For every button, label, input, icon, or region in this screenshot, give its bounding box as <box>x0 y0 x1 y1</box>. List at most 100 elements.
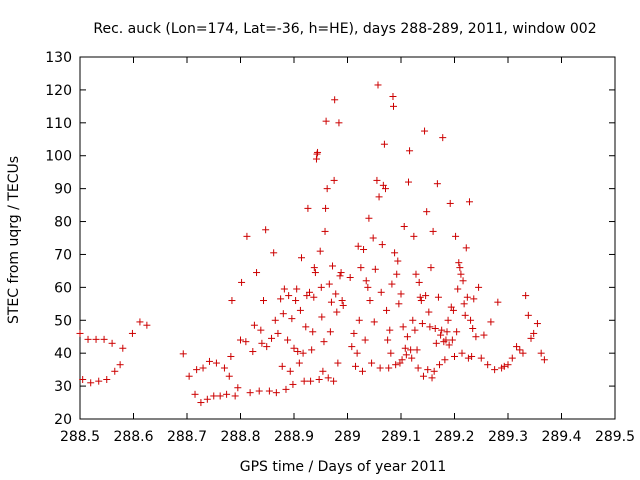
data-point <box>286 367 294 375</box>
data-point <box>227 352 235 360</box>
data-point <box>397 290 405 298</box>
data-point <box>262 226 270 234</box>
data-point <box>334 359 342 367</box>
data-point <box>330 176 338 184</box>
data-point <box>419 372 427 380</box>
data-point <box>302 323 310 331</box>
data-point <box>272 389 280 397</box>
data-point <box>494 298 502 306</box>
data-point <box>358 367 366 375</box>
plot-frame <box>79 56 616 420</box>
x-tick-label: 288.9 <box>274 429 314 445</box>
data-point <box>220 364 228 372</box>
data-point <box>383 306 391 314</box>
data-point <box>116 361 124 369</box>
data-point <box>391 249 399 257</box>
data-point <box>338 297 346 305</box>
data-point <box>100 335 108 343</box>
data-point <box>285 292 293 300</box>
data-point <box>268 334 276 342</box>
data-point <box>365 214 373 222</box>
data-point <box>108 339 116 347</box>
data-point <box>426 323 434 331</box>
data-point <box>530 329 538 337</box>
data-point <box>263 343 271 351</box>
data-point <box>462 244 470 252</box>
data-point <box>179 350 187 358</box>
data-point <box>389 92 397 100</box>
data-point <box>288 315 296 323</box>
data-point <box>216 392 224 400</box>
data-point <box>316 247 324 255</box>
data-point <box>318 313 326 321</box>
data-point <box>339 301 347 309</box>
data-point <box>388 280 396 288</box>
data-point <box>463 293 471 301</box>
data-point <box>95 377 103 385</box>
data-point <box>346 273 354 281</box>
data-point <box>317 283 325 291</box>
data-point <box>432 339 440 347</box>
data-point <box>469 325 477 332</box>
data-point <box>504 361 512 369</box>
data-point <box>437 331 445 339</box>
data-point <box>191 390 199 398</box>
data-point <box>370 318 378 326</box>
data-point <box>452 232 460 240</box>
data-point <box>412 270 420 278</box>
data-point <box>136 318 144 326</box>
data-point <box>461 311 469 319</box>
data-point <box>457 270 465 278</box>
data-point <box>421 127 429 135</box>
data-point <box>310 293 318 301</box>
data-point <box>323 185 331 193</box>
data-point <box>409 316 417 324</box>
data-point <box>246 389 254 397</box>
data-point <box>353 349 361 357</box>
data-point <box>253 269 261 277</box>
data-point <box>277 295 285 303</box>
data-point <box>250 321 258 329</box>
data-point <box>321 227 329 235</box>
data-point <box>519 349 527 357</box>
data-point <box>368 359 376 367</box>
data-points <box>76 81 548 407</box>
data-point <box>390 102 398 110</box>
data-point <box>417 297 425 305</box>
data-point <box>92 335 100 343</box>
data-point <box>459 277 467 285</box>
data-point <box>456 264 464 272</box>
data-point <box>458 349 466 357</box>
data-point <box>364 283 372 291</box>
y-tick-label: 80 <box>54 215 72 231</box>
data-point <box>377 288 385 296</box>
data-point <box>516 346 524 354</box>
data-point <box>79 376 87 384</box>
data-point <box>84 335 92 343</box>
data-point <box>375 193 383 201</box>
data-point <box>257 326 265 334</box>
data-point <box>361 336 369 344</box>
data-point <box>430 367 438 375</box>
data-point <box>403 333 411 341</box>
data-point <box>294 348 302 356</box>
y-tick-label: 30 <box>54 379 72 395</box>
data-point <box>444 316 452 324</box>
data-point <box>319 367 327 375</box>
data-point <box>295 359 303 367</box>
data-point <box>500 362 508 370</box>
x-tick-label: 288.6 <box>113 429 153 445</box>
data-point <box>103 376 111 384</box>
x-tick-label: 288.7 <box>167 429 207 445</box>
data-point <box>434 293 442 301</box>
data-point <box>307 377 315 385</box>
data-point <box>416 293 424 301</box>
data-point <box>415 278 423 286</box>
data-point <box>376 364 384 372</box>
data-point <box>304 204 312 212</box>
x-tick-label: 289.4 <box>541 429 581 445</box>
data-point <box>350 329 358 337</box>
data-point <box>231 392 239 400</box>
x-tick-label: 289 <box>334 429 361 445</box>
